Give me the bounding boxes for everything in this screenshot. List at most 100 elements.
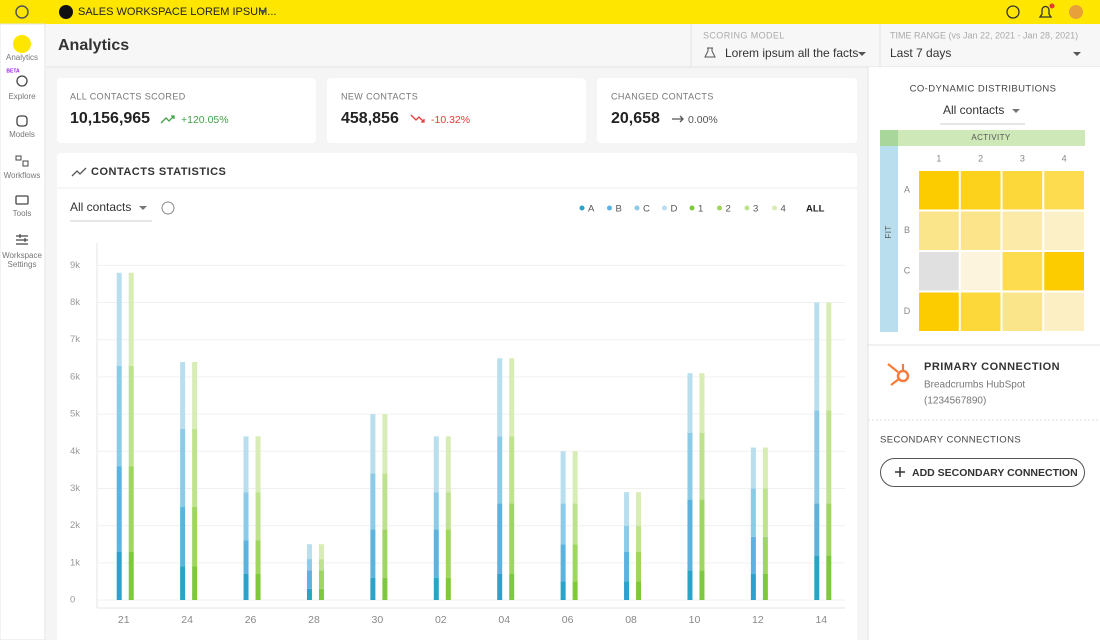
nav-label[interactable]: Settings — [8, 260, 37, 269]
heatmap-cell — [1044, 211, 1084, 250]
heatmap-row-label: B — [904, 225, 910, 235]
nav-icon[interactable] — [16, 75, 28, 87]
workspace-icon — [59, 5, 73, 19]
nav-icon[interactable] — [16, 234, 28, 245]
time-range-select[interactable]: Last 7 days — [890, 46, 951, 60]
bar-segment — [382, 529, 388, 578]
bar-segment — [509, 436, 515, 504]
scoring-model-select[interactable]: Lorem ipsum all the facts — [725, 46, 858, 60]
bar-segment — [370, 529, 376, 578]
bar-segment — [750, 447, 756, 489]
nav-label[interactable]: Explore — [8, 92, 36, 101]
bar-segment — [192, 507, 198, 567]
nav-label[interactable]: Workflows — [4, 171, 41, 180]
legend-label[interactable]: D — [671, 204, 678, 215]
heatmap-cell — [1044, 252, 1084, 291]
kpi-change: +120.05% — [181, 114, 229, 126]
legend-label[interactable]: 4 — [781, 204, 786, 215]
bar-segment — [255, 436, 261, 493]
nav-icon-active[interactable] — [13, 35, 31, 53]
bar-segment — [572, 544, 578, 582]
app-logo[interactable] — [15, 5, 29, 19]
nav-icon[interactable] — [16, 115, 28, 127]
nav-label[interactable]: Analytics — [6, 53, 38, 62]
x-tick-label: 14 — [815, 614, 827, 626]
bar-segment — [699, 373, 705, 433]
heatmap-cell — [960, 171, 1001, 210]
y-tick-label: 9k — [70, 260, 80, 271]
bar-segment — [636, 492, 642, 526]
bar-segment — [318, 570, 324, 589]
heatmap-col-label: 4 — [1062, 153, 1067, 163]
nav-icon[interactable] — [15, 155, 22, 161]
nav-icon[interactable] — [15, 195, 29, 205]
x-tick-label: 28 — [308, 614, 320, 626]
bar-segment — [560, 581, 566, 600]
bar-segment — [370, 577, 376, 600]
distribution-filter[interactable]: All contacts — [943, 103, 1004, 117]
bar-segment — [509, 358, 515, 437]
workspace-caret[interactable] — [259, 10, 267, 14]
heatmap: 1 2 3 4 A B C D — [904, 153, 1084, 331]
contacts-filter[interactable]: All contacts — [70, 200, 131, 214]
kpi-card — [57, 78, 316, 143]
legend-label[interactable]: C — [643, 204, 650, 215]
help-icon[interactable] — [1006, 5, 1020, 19]
bar-segment — [509, 503, 515, 574]
nav-icon[interactable] — [22, 160, 29, 167]
legend-label[interactable]: 3 — [753, 204, 758, 215]
select-caret[interactable] — [858, 52, 866, 56]
bar-segment — [445, 577, 451, 600]
kpi-value: 20,658 — [611, 110, 660, 127]
avatar[interactable] — [1069, 5, 1083, 19]
bar-segment — [180, 428, 186, 508]
kpi-value: 10,156,965 — [70, 110, 150, 127]
select-caret[interactable] — [1073, 52, 1081, 56]
legend-label[interactable]: B — [616, 204, 622, 215]
kpi-change: 0.00% — [688, 114, 718, 126]
plus-icon — [895, 467, 905, 477]
bar-segment — [382, 414, 388, 474]
bar-segment — [699, 432, 705, 500]
select-caret[interactable] — [139, 206, 147, 210]
bar-segment — [433, 577, 439, 600]
heatmap-row-label: D — [904, 306, 911, 316]
nav-label[interactable]: Tools — [13, 209, 32, 218]
legend-all[interactable]: ALL — [806, 204, 825, 215]
bar-segment — [306, 570, 312, 589]
heatmap-col-label: 3 — [1020, 153, 1025, 163]
bar-segment — [497, 573, 503, 600]
legend-dot — [634, 205, 640, 211]
bar-segment — [497, 436, 503, 504]
heatmap-x-band — [898, 130, 1085, 146]
legend-label[interactable]: 1 — [698, 204, 703, 215]
y-tick-label: 6k — [70, 371, 80, 382]
nav-label[interactable]: Workspace — [2, 251, 42, 260]
workspace-name[interactable]: SALES WORKSPACE LOREM IPSUM... — [78, 6, 276, 18]
add-connection-button[interactable] — [880, 458, 1085, 487]
y-tick-label: 1k — [70, 557, 80, 568]
bar-segment — [636, 581, 642, 600]
notifications-icon[interactable] — [1038, 5, 1053, 18]
button-label[interactable]: ADD SECONDARY CONNECTION — [912, 467, 1078, 479]
bar-segment — [243, 492, 249, 541]
legend-label[interactable]: A — [588, 204, 595, 215]
heatmap-row-label: A — [904, 185, 910, 195]
bar-segment — [243, 540, 249, 574]
bar-segment — [826, 555, 832, 600]
kpi-label: CHANGED CONTACTS — [611, 91, 714, 101]
nav-label[interactable]: Models — [9, 130, 35, 139]
bar-segment — [433, 529, 439, 578]
help-icon[interactable] — [161, 201, 175, 215]
y-tick-label: 7k — [70, 334, 80, 345]
legend-label[interactable]: 2 — [726, 204, 731, 215]
bar-segment — [192, 566, 198, 600]
heatmap-row-label: C — [904, 266, 911, 276]
bar-segment — [636, 525, 642, 552]
select-caret[interactable] — [1012, 109, 1020, 113]
bar-segment — [445, 529, 451, 578]
kpi-change: -10.32% — [431, 114, 470, 126]
bar-segment — [509, 573, 515, 600]
heatmap-corner — [880, 130, 898, 146]
